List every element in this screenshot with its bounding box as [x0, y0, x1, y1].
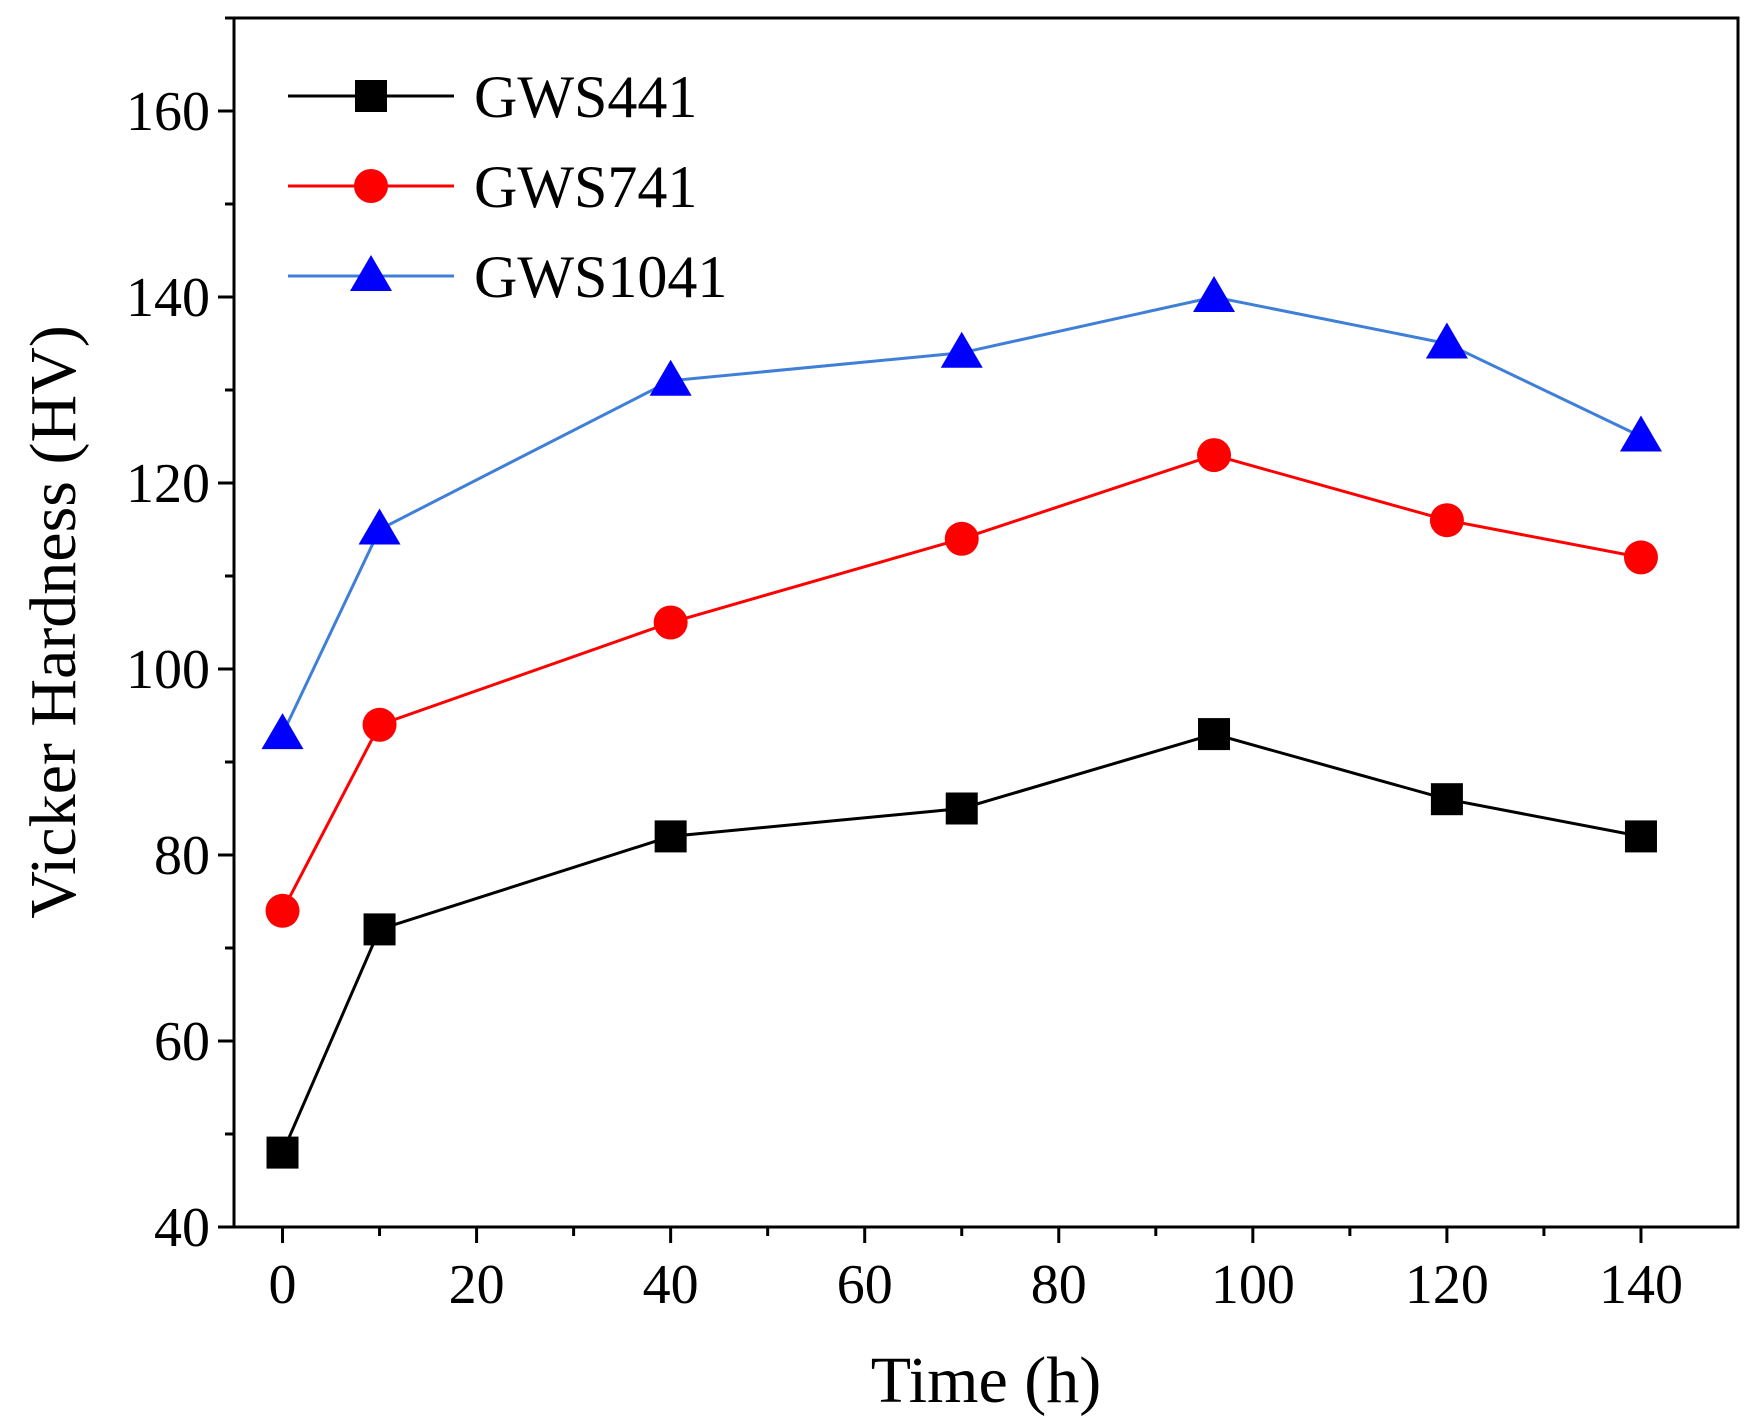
data-point — [654, 820, 687, 853]
legend-label: GWS1041 — [474, 244, 727, 310]
y-tick-label: 160 — [126, 81, 210, 143]
y-axis-title: Vicker Hardness (HV) — [17, 325, 90, 918]
x-tick-label: 40 — [643, 1254, 699, 1316]
data-point — [1197, 438, 1232, 473]
x-tick-label: 0 — [269, 1254, 297, 1316]
legend: GWS441 GWS741 GWS1041 — [288, 64, 727, 310]
y-tick-label: 140 — [126, 267, 210, 329]
series-GWS1041 — [261, 276, 1662, 750]
data-point — [653, 605, 688, 640]
data-point — [266, 1136, 299, 1169]
data-point — [1425, 322, 1468, 359]
y-tick-label: 40 — [154, 1197, 210, 1259]
series-layer — [261, 276, 1662, 1169]
data-point — [944, 521, 979, 556]
data-point — [945, 792, 978, 825]
series-GWS441 — [266, 718, 1657, 1169]
data-point — [261, 713, 304, 750]
legend-item: GWS441 — [288, 64, 697, 130]
data-point — [358, 508, 401, 545]
y-tick-label: 120 — [126, 453, 210, 515]
data-point — [940, 331, 983, 368]
legend-label: GWS741 — [474, 154, 697, 220]
x-tick-label: 20 — [449, 1254, 505, 1316]
x-axis-title: Time (h) — [871, 1344, 1101, 1417]
data-point — [1619, 415, 1662, 452]
x-tick-label: 100 — [1211, 1254, 1295, 1316]
data-point — [1623, 540, 1658, 575]
legend-marker — [355, 80, 387, 112]
x-tick-label: 60 — [837, 1254, 893, 1316]
data-point — [362, 707, 397, 742]
data-point — [363, 913, 396, 946]
legend-label: GWS441 — [474, 64, 697, 130]
data-point — [1198, 718, 1231, 751]
data-point — [649, 359, 692, 396]
x-tick-label: 80 — [1031, 1254, 1087, 1316]
legend-item: GWS1041 — [288, 244, 727, 310]
series-GWS741 — [265, 438, 1658, 928]
x-tick-label: 120 — [1405, 1254, 1489, 1316]
data-point — [265, 893, 300, 928]
x-axis-ticks: 0 20 40 60 80 100 120 140 — [269, 1227, 1683, 1316]
y-tick-label: 80 — [154, 825, 210, 887]
data-point — [1429, 503, 1464, 538]
data-point — [1624, 820, 1657, 853]
legend-marker — [354, 169, 388, 203]
data-point — [1193, 276, 1236, 312]
y-tick-label: 100 — [126, 639, 210, 701]
y-tick-label: 60 — [154, 1011, 210, 1073]
legend-item: GWS741 — [288, 154, 697, 220]
x-tick-label: 140 — [1599, 1254, 1683, 1316]
y-axis-ticks: 40 60 80 100 120 140 160 — [126, 16, 234, 1259]
data-point — [1430, 783, 1463, 816]
plot-frame — [232, 16, 1740, 1229]
legend-marker — [350, 255, 392, 291]
